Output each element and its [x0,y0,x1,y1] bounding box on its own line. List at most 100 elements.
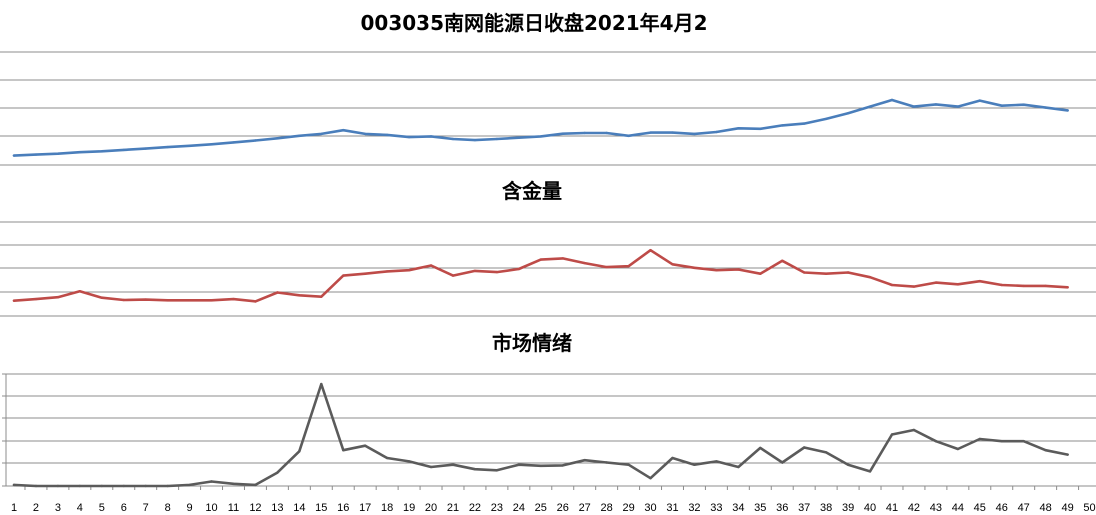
data-point [34,484,38,488]
data-point [451,137,455,141]
data-point [583,459,586,462]
x-tick-label: 3 [55,502,61,514]
data-point [210,299,213,302]
data-point [342,449,345,452]
data-point [890,283,894,287]
x-tick-label: 19 [403,502,415,514]
data-point [561,132,564,135]
data-point [342,274,345,277]
data-point [956,283,960,286]
x-tick-label: 15 [315,502,327,514]
data-point [429,465,433,469]
x-tick-label: 48 [1040,502,1052,514]
chart-title-market-sentiment: 市场情绪 [492,331,572,355]
data-point [934,440,938,443]
x-tick-label: 14 [293,502,305,514]
x-tick-label: 31 [666,502,678,514]
data-point [671,263,674,266]
data-point [1044,106,1047,109]
data-point [100,296,104,299]
chart-title-gold-content: 含金量 [502,179,562,203]
x-tick-label: 24 [513,502,525,514]
x-tick-label: 27 [579,502,591,514]
x-tick-label: 10 [205,502,217,514]
data-point [890,433,894,436]
x-tick-label: 40 [864,502,876,514]
data-point [715,460,718,463]
x-tick-label: 38 [820,502,832,514]
data-point [188,483,191,487]
data-point [561,464,564,467]
data-point [693,132,696,136]
data-point [649,131,652,134]
data-point [671,131,674,134]
data-point [1000,283,1003,287]
data-point [978,280,981,283]
data-point [12,299,16,302]
x-tick-label: 22 [469,502,481,514]
data-point [846,463,850,466]
data-point [495,469,499,472]
x-tick-label: 8 [165,502,171,514]
data-point [649,477,652,480]
data-point [451,463,455,466]
data-point [385,270,389,273]
x-tick-label: 25 [535,502,547,514]
data-point [890,98,894,102]
data-point [364,272,367,275]
data-point [1066,286,1069,289]
data-point [846,271,850,274]
data-point [100,484,104,488]
x-tick-label: 47 [1018,502,1030,514]
x-tick-label: 20 [425,502,437,514]
x-tick-label: 42 [908,502,920,514]
data-point [232,297,235,301]
data-point [166,484,169,488]
x-tick-label: 50 [1083,502,1095,514]
data-point [803,446,806,449]
data-point [166,299,169,302]
data-point [473,138,477,142]
data-point [737,127,740,130]
x-tick-label: 37 [798,502,810,514]
x-tick-label: 6 [121,502,127,514]
market-sentiment-chart: 1 2 3 4 5 6 7 8 9 10 11 12 13 14 15 16 17 18 19 20 21 22 23 24 2… [2,373,1096,514]
data-point [912,105,916,108]
data-point [254,483,257,487]
data-point [781,124,784,127]
x-tick-label: 45 [974,502,986,514]
data-point [539,135,542,138]
x-tick-label: 30 [644,502,656,514]
data-point [429,264,433,267]
data-point [868,276,872,279]
data-point [210,143,213,146]
data-point [276,471,279,474]
data-point [364,444,367,447]
x-tick-label: 9 [187,502,193,514]
x-tick-label: 26 [557,502,569,514]
data-point [320,295,323,298]
data-point [276,291,279,294]
data-point [715,130,718,134]
x-tick-label: 16 [337,502,349,514]
data-point [517,267,520,271]
data-point [583,131,586,135]
data-point [517,463,520,466]
data-point [539,464,542,467]
data-point [978,437,981,441]
data-point [12,154,16,157]
data-point [56,484,60,488]
data-point [803,122,806,125]
x-tick-label: 29 [622,502,634,514]
data-point [1022,103,1025,106]
series-line [12,248,1069,303]
data-point [824,117,828,121]
data-point [627,265,630,268]
data-point [934,281,938,284]
data-point [824,272,828,275]
data-point [1022,284,1025,288]
data-point [385,456,389,460]
data-point [1066,109,1069,112]
data-point [759,272,762,275]
